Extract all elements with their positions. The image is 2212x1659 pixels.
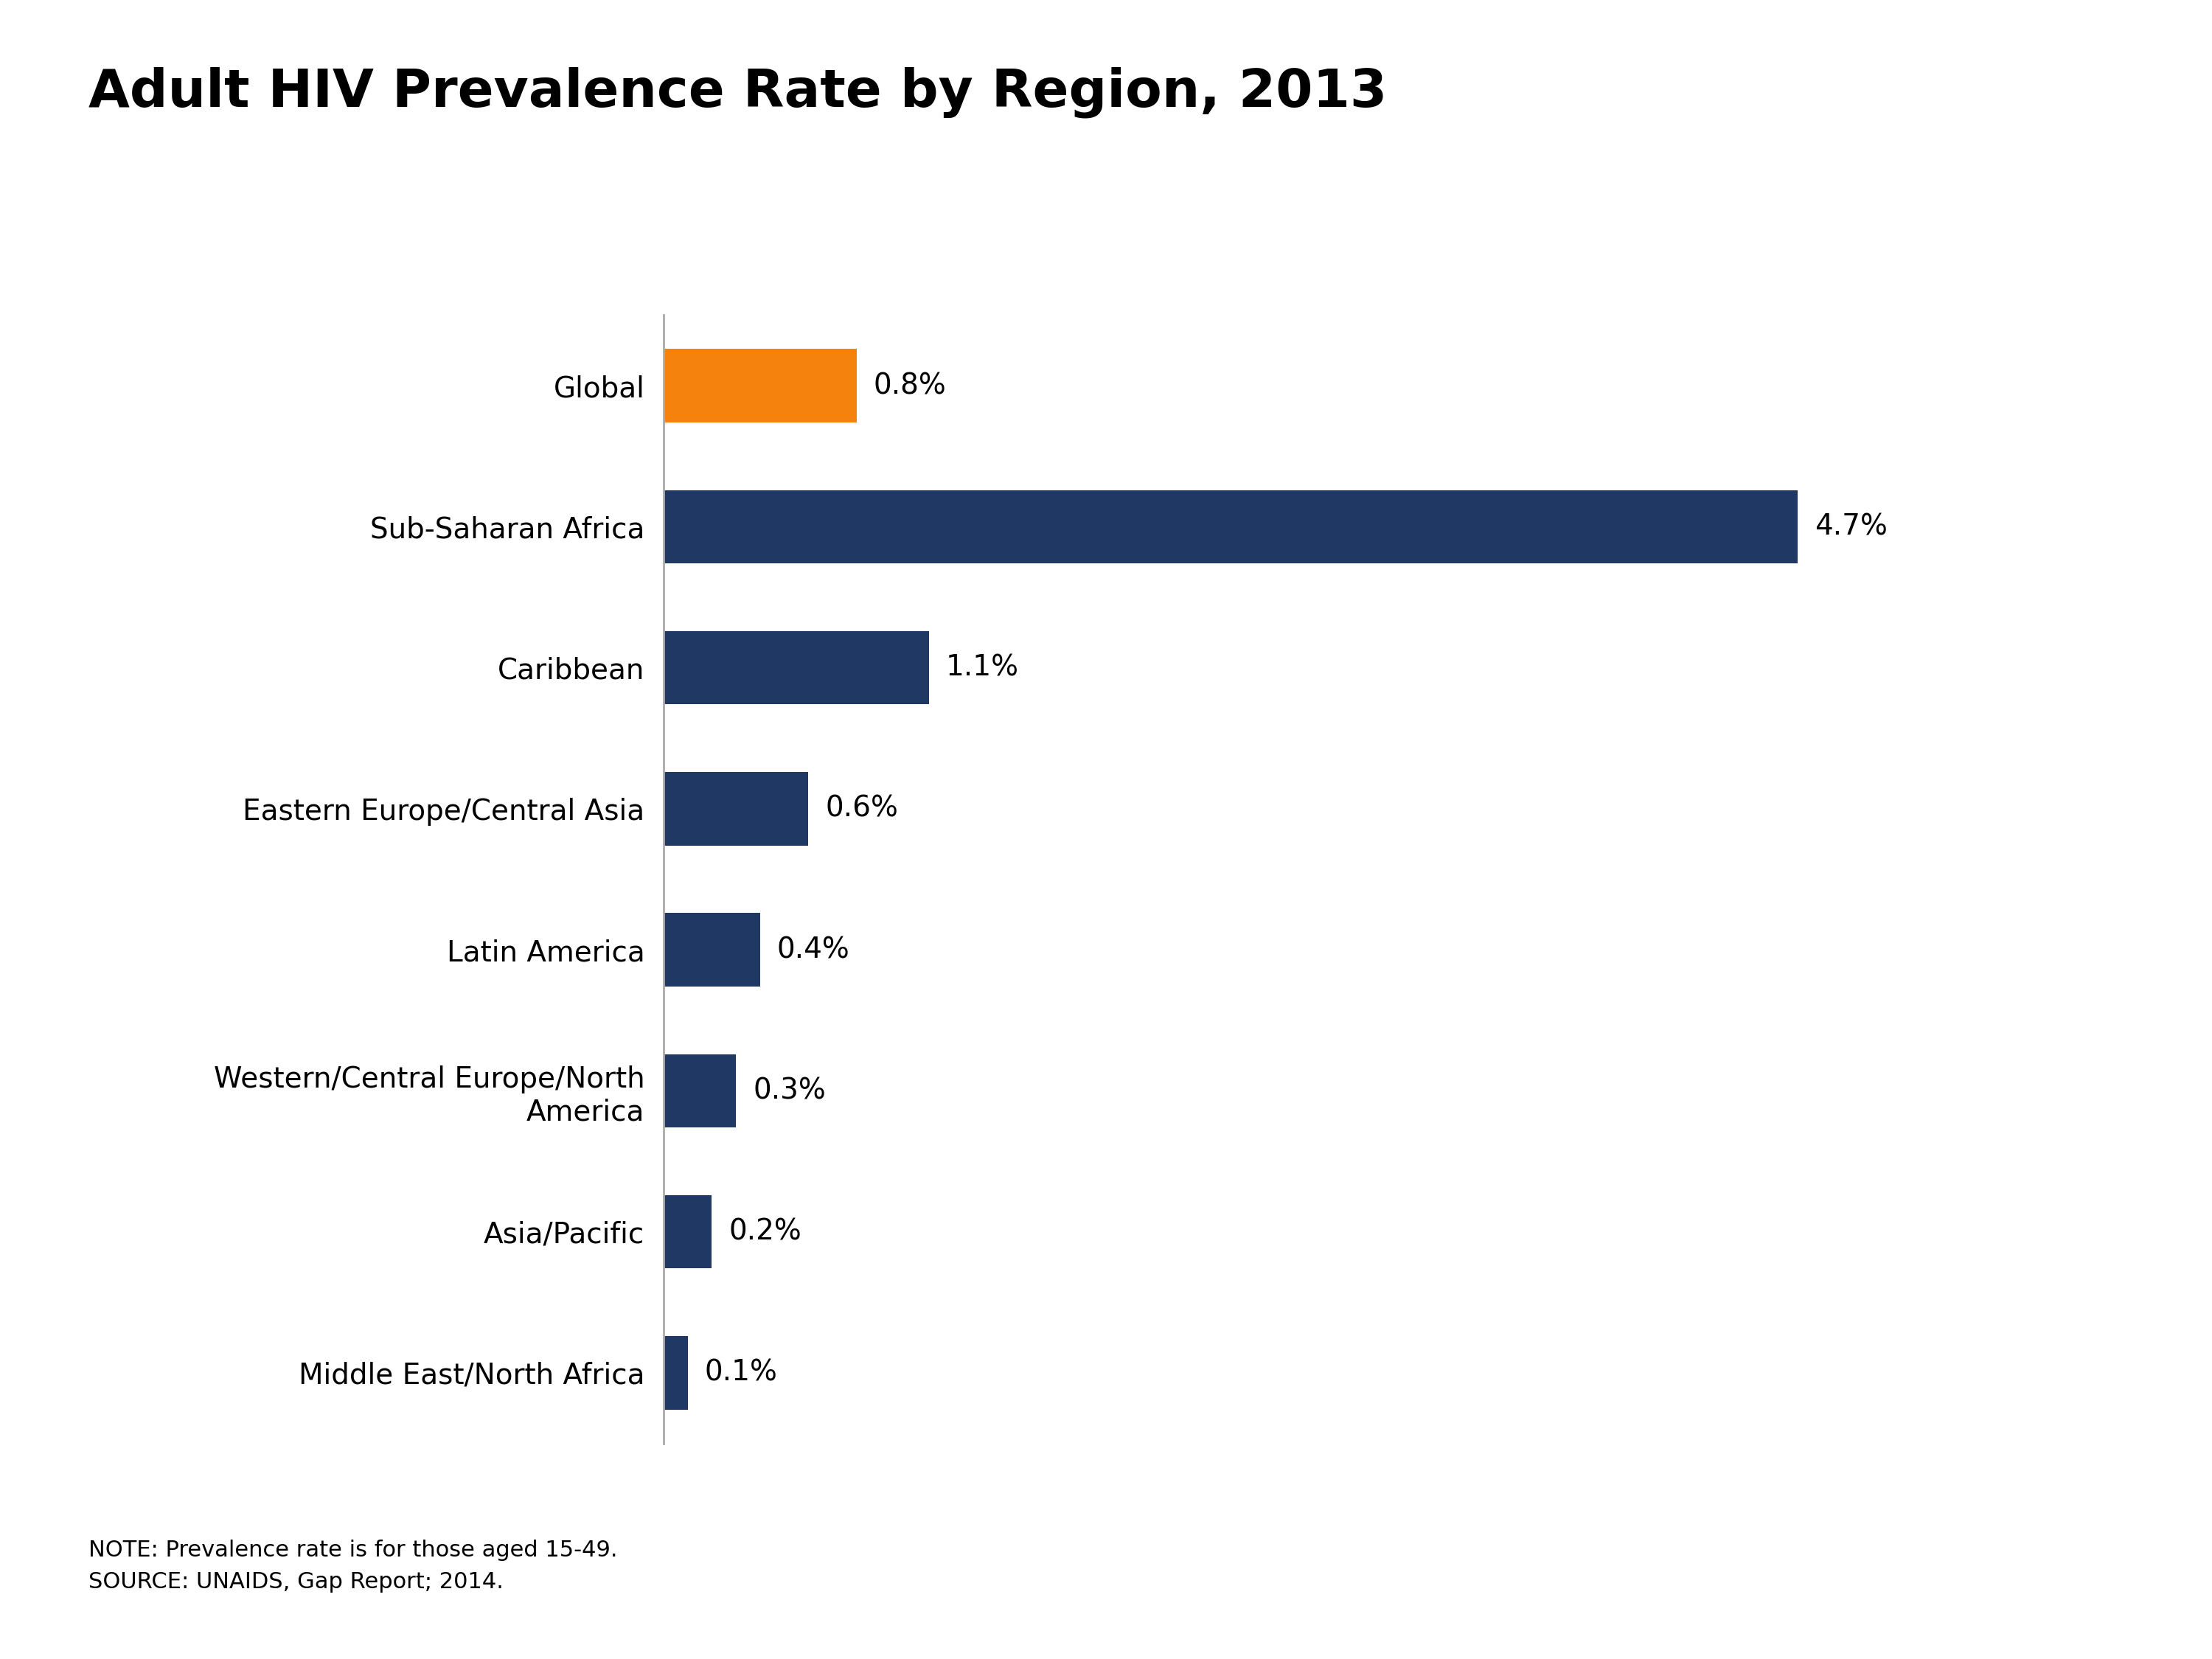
Bar xyxy=(664,1194,712,1269)
Text: NOTE: Prevalence rate is for those aged 15-49.
SOURCE: UNAIDS, Gap Report; 2014.: NOTE: Prevalence rate is for those aged … xyxy=(88,1540,617,1593)
Bar xyxy=(664,489,1798,564)
Text: FOUNDATION: FOUNDATION xyxy=(1982,1574,2055,1584)
Bar xyxy=(664,1335,688,1410)
Bar xyxy=(664,771,807,846)
Text: 1.1%: 1.1% xyxy=(947,654,1020,682)
Text: 0.2%: 0.2% xyxy=(728,1218,801,1246)
Text: 0.4%: 0.4% xyxy=(776,936,849,964)
Bar xyxy=(664,912,761,987)
Text: FAMILY: FAMILY xyxy=(1984,1533,2053,1550)
Text: 0.6%: 0.6% xyxy=(825,795,898,823)
Bar xyxy=(664,1053,737,1128)
Text: 0.8%: 0.8% xyxy=(874,372,947,400)
Text: KAISER: KAISER xyxy=(1978,1488,2059,1510)
Text: THE HENRY J.: THE HENRY J. xyxy=(1982,1452,2055,1463)
Text: 0.1%: 0.1% xyxy=(706,1359,779,1387)
Text: Adult HIV Prevalence Rate by Region, 2013: Adult HIV Prevalence Rate by Region, 201… xyxy=(88,66,1387,118)
Text: 0.3%: 0.3% xyxy=(752,1077,825,1105)
Bar xyxy=(664,630,929,705)
Text: 4.7%: 4.7% xyxy=(1814,513,1887,541)
Bar xyxy=(664,348,856,423)
